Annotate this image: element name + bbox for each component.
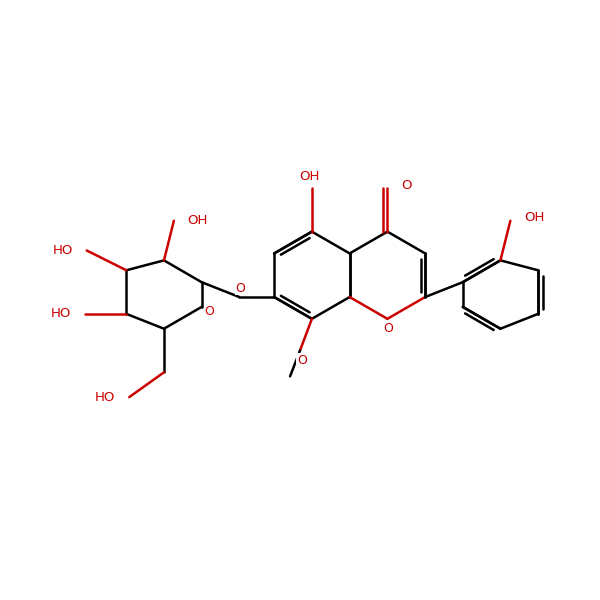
Text: HO: HO — [95, 391, 115, 404]
Text: O: O — [205, 305, 214, 319]
Text: HO: HO — [52, 244, 73, 257]
Text: HO: HO — [50, 307, 71, 320]
Text: O: O — [383, 322, 394, 335]
Text: O: O — [297, 354, 307, 367]
Text: OH: OH — [524, 211, 545, 224]
Text: OH: OH — [300, 170, 320, 182]
Text: O: O — [235, 281, 245, 295]
Text: OH: OH — [188, 214, 208, 227]
Text: O: O — [401, 179, 412, 191]
